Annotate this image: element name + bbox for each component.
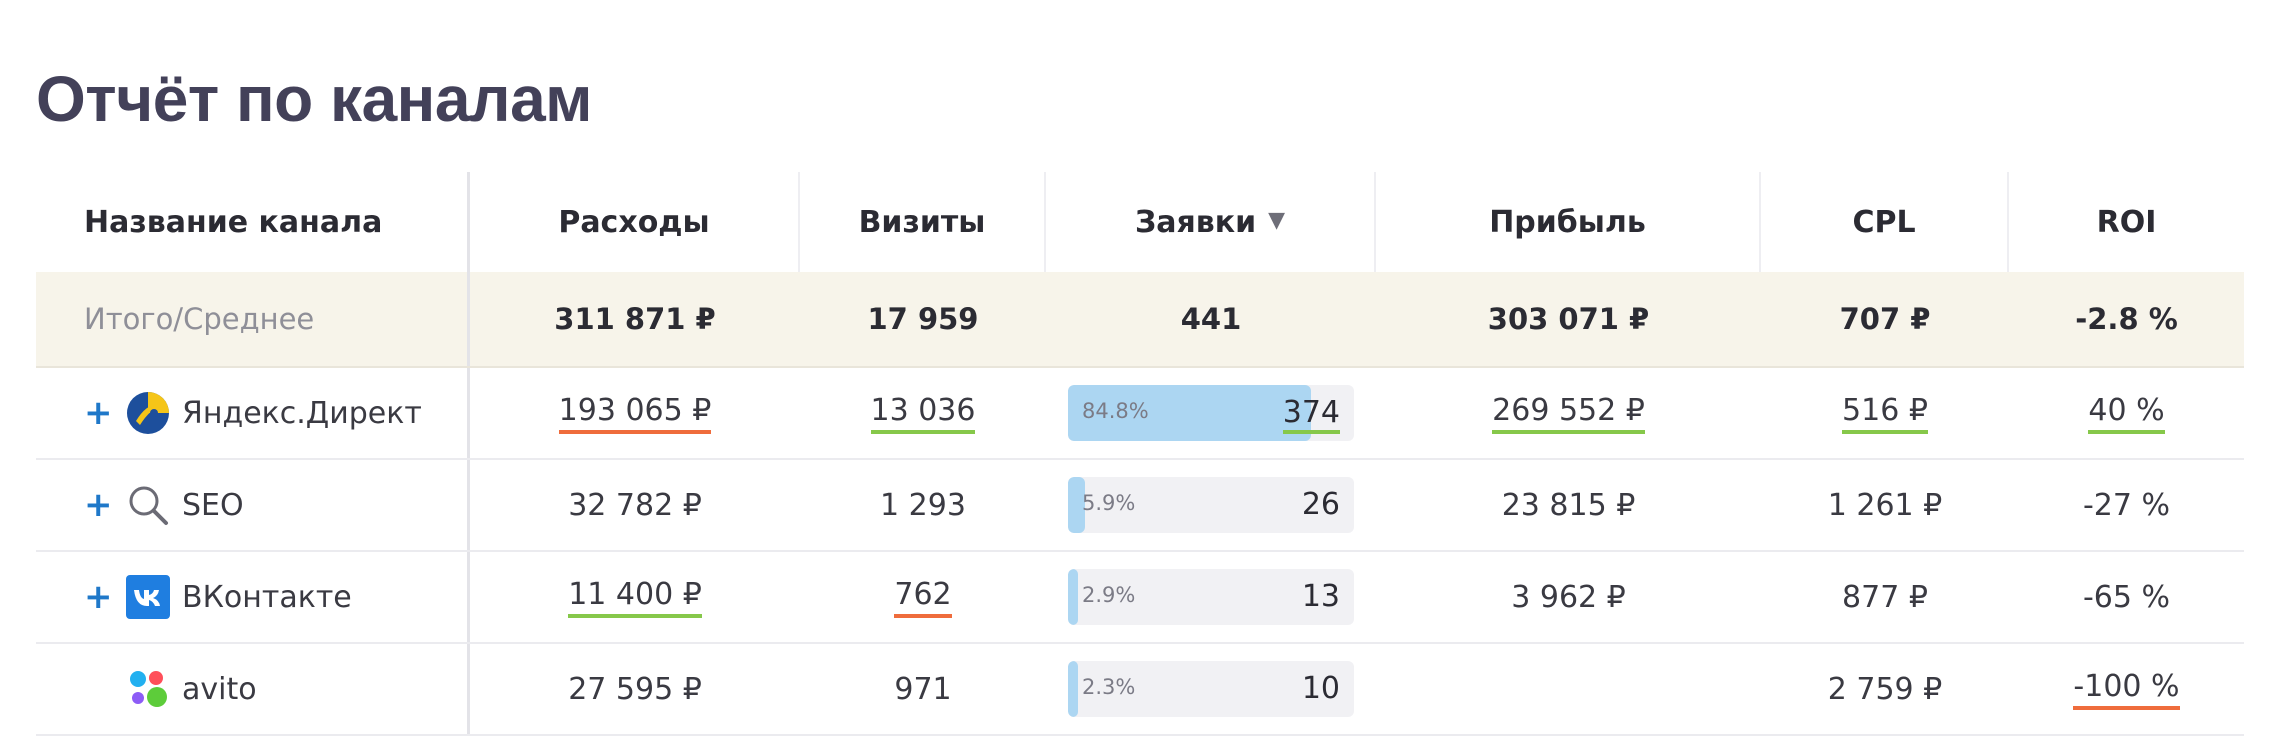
channel-cell: avito: [36, 644, 470, 734]
total-row: Итого/Среднее 311 871 ₽ 17 959 441 303 0…: [36, 272, 2244, 368]
sort-desc-icon: ▼: [1268, 207, 1286, 233]
leads-share-percent: 84.8%: [1082, 399, 1149, 423]
header-name[interactable]: Название канала: [36, 172, 470, 272]
visits-cell: 971: [800, 644, 1046, 734]
profit-value: 269 552 ₽: [1492, 393, 1645, 434]
leads-share-bar: 5.9% 26: [1068, 477, 1354, 533]
expand-plus-icon[interactable]: +: [84, 485, 113, 525]
cost-value: 11 400 ₽: [568, 577, 702, 618]
leads-share-bar: 2.3% 10: [1068, 661, 1354, 717]
profit-value: 23 815 ₽: [1501, 487, 1636, 523]
search-icon: [129, 486, 168, 525]
visits-value: 13 036: [870, 393, 976, 434]
header-roi[interactable]: ROI: [2096, 204, 2157, 240]
leads-value: 26: [1301, 487, 1340, 522]
cpl-cell: 1 261 ₽: [1761, 460, 2009, 550]
roi-value: -27 %: [2082, 487, 2171, 523]
header-visits[interactable]: Визиты: [800, 172, 1046, 272]
cpl-value: 877 ₽: [1842, 579, 1928, 615]
total-cost: 311 871 ₽: [554, 302, 716, 336]
profit-value: 3 962 ₽: [1511, 579, 1626, 615]
total-cpl: 707 ₽: [1839, 302, 1931, 336]
roi-cell: -100 %: [2009, 644, 2244, 734]
leads-share-percent: 2.9%: [1082, 583, 1136, 607]
total-profit: 303 071 ₽: [1487, 302, 1650, 336]
channel-name[interactable]: avito: [182, 671, 257, 707]
total-label: Итого/Среднее: [36, 272, 470, 366]
table-row: + ВКонтакте 11 400 ₽ 762 2.9% 13 3 962 ₽…: [36, 552, 2244, 644]
table-row: + Яндекс.Директ 193 065 ₽ 13 036 84.8% 3…: [36, 368, 2244, 460]
cpl-value: 516 ₽: [1842, 393, 1928, 434]
visits-cell: 1 293: [800, 460, 1046, 550]
leads-cell: 2.9% 13: [1046, 552, 1376, 642]
visits-value: 1 293: [880, 487, 966, 523]
cost-value: 193 065 ₽: [558, 393, 712, 434]
cost-cell: 32 782 ₽: [470, 460, 800, 550]
cost-value: 27 595 ₽: [568, 671, 702, 707]
cpl-cell: 2 759 ₽: [1761, 644, 2009, 734]
expand-plus-icon[interactable]: +: [84, 393, 113, 433]
leads-share-fill: [1068, 477, 1085, 533]
leads-value: 10: [1301, 671, 1340, 706]
header-cpl[interactable]: CPL: [1761, 172, 2009, 272]
roi-value: 40 %: [2088, 393, 2165, 434]
leads-cell: 5.9% 26: [1046, 460, 1376, 550]
leads-share-percent: 2.3%: [1082, 675, 1136, 699]
table-row: avito 27 595 ₽ 971 2.3% 10 2 759 ₽ -100 …: [36, 644, 2244, 736]
leads-share-percent: 5.9%: [1082, 491, 1136, 515]
roi-cell: -27 %: [2009, 460, 2244, 550]
channel-report-table: Название канала Расходы Визиты Заявки ▼ …: [36, 172, 2244, 736]
leads-cell: 2.3% 10: [1046, 644, 1376, 734]
page-title: Отчёт по каналам: [36, 63, 593, 135]
profit-cell: 269 552 ₽: [1376, 368, 1761, 458]
total-roi: -2.8 %: [2075, 302, 2178, 336]
channel-cell: + Яндекс.Директ: [36, 368, 470, 458]
cost-cell: 11 400 ₽: [470, 552, 800, 642]
vk-icon: [126, 575, 170, 619]
channel-cell: + ВКонтакте: [36, 552, 470, 642]
cpl-value: 2 759 ₽: [1827, 671, 1943, 707]
roi-value: -100 %: [2073, 669, 2180, 710]
avito-icon: [130, 671, 167, 707]
profit-cell: 23 815 ₽: [1376, 460, 1761, 550]
cost-cell: 27 595 ₽: [470, 644, 800, 734]
channel-name[interactable]: SEO: [182, 487, 244, 523]
leads-value: 13: [1301, 579, 1340, 614]
cpl-cell: 877 ₽: [1761, 552, 2009, 642]
total-leads: 441: [1180, 302, 1242, 336]
leads-cell: 84.8% 374: [1046, 368, 1376, 458]
header-profit[interactable]: Прибыль: [1376, 172, 1761, 272]
profit-cell: 3 962 ₽: [1376, 552, 1761, 642]
channel-name[interactable]: Яндекс.Директ: [182, 395, 422, 431]
leads-share-bar: 2.9% 13: [1068, 569, 1354, 625]
visits-value: 762: [894, 577, 952, 618]
cpl-value: 1 261 ₽: [1827, 487, 1943, 523]
yandex-direct-icon: [127, 392, 169, 434]
cost-cell: 193 065 ₽: [470, 368, 800, 458]
leads-share-bar: 84.8% 374: [1068, 385, 1354, 441]
roi-cell: -65 %: [2009, 552, 2244, 642]
header-leads[interactable]: Заявки ▼: [1046, 172, 1376, 272]
roi-value: -65 %: [2082, 579, 2171, 615]
total-visits: 17 959: [867, 302, 979, 336]
leads-value: 374: [1282, 395, 1340, 434]
expand-plus-icon[interactable]: +: [84, 577, 113, 617]
roi-cell: 40 %: [2009, 368, 2244, 458]
leads-share-fill: [1068, 385, 1311, 441]
visits-cell: 13 036: [800, 368, 1046, 458]
profit-cell: [1376, 644, 1761, 734]
table-header: Название канала Расходы Визиты Заявки ▼ …: [36, 172, 2244, 272]
header-cost[interactable]: Расходы: [470, 172, 800, 272]
cost-value: 32 782 ₽: [568, 487, 702, 523]
channel-cell: + SEO: [36, 460, 470, 550]
leads-share-fill: [1068, 569, 1078, 625]
leads-share-fill: [1068, 661, 1078, 717]
channel-name[interactable]: ВКонтакте: [182, 579, 352, 615]
cpl-cell: 516 ₽: [1761, 368, 2009, 458]
visits-cell: 762: [800, 552, 1046, 642]
table-row: + SEO 32 782 ₽ 1 293 5.9% 26 23 815 ₽ 1 …: [36, 460, 2244, 552]
header-leads-label: Заявки: [1134, 204, 1257, 240]
visits-value: 971: [894, 671, 952, 707]
